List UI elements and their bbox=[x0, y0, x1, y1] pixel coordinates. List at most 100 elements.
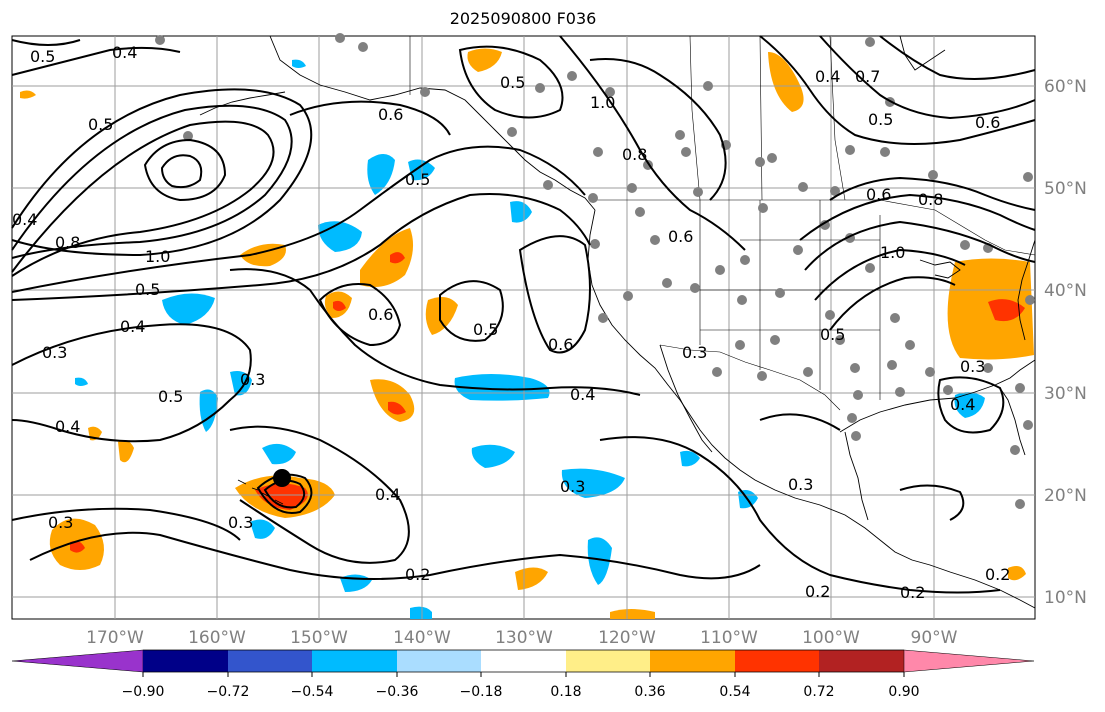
contour-label: 0.2 bbox=[985, 565, 1010, 584]
contour-label: 0.3 bbox=[240, 370, 265, 389]
strong-positive-area bbox=[390, 252, 405, 264]
contour-label: 0.5 bbox=[405, 170, 430, 189]
lon-label: 160°W bbox=[188, 628, 246, 648]
contour-line bbox=[318, 283, 402, 347]
contour-line bbox=[458, 45, 564, 119]
contour-labels: 0.5 0.4 0.5 1.0 0.6 0.4 0.8 1.0 0.5 0.4 … bbox=[12, 43, 1010, 602]
lon-label: 110°W bbox=[700, 628, 758, 648]
negative-area bbox=[410, 606, 432, 619]
positive-area bbox=[515, 567, 548, 590]
contour-label: 0.5 bbox=[30, 47, 55, 66]
contour-label: 0.3 bbox=[48, 513, 73, 532]
station-dot bbox=[830, 186, 840, 196]
contour-line bbox=[143, 138, 227, 202]
colorbar-segment bbox=[481, 650, 566, 672]
longitude-labels: 170°W 160°W 150°W 140°W 130°W 120°W 110°… bbox=[86, 628, 958, 648]
station-dot bbox=[588, 193, 598, 203]
station-dot bbox=[895, 387, 905, 397]
contour-label: 0.3 bbox=[228, 513, 253, 532]
contour-label: 0.8 bbox=[55, 233, 80, 252]
station-dot bbox=[420, 87, 430, 97]
contour-line bbox=[11, 193, 591, 301]
contour-line bbox=[799, 193, 1036, 241]
colorbar-segment bbox=[819, 650, 904, 672]
contour-label: 0.4 bbox=[120, 317, 145, 336]
negative-area bbox=[561, 468, 625, 498]
negative-area bbox=[680, 450, 700, 467]
strong-positive-area bbox=[988, 299, 1025, 322]
station-dot bbox=[623, 291, 633, 301]
station-dot bbox=[1015, 383, 1025, 393]
station-dot bbox=[605, 87, 615, 97]
contour-line bbox=[759, 35, 1036, 145]
positive-area bbox=[610, 609, 655, 619]
baja-california bbox=[659, 344, 713, 453]
station-dot bbox=[335, 33, 345, 43]
lon-label: 150°W bbox=[290, 628, 348, 648]
contour-line bbox=[829, 276, 956, 331]
station-dot bbox=[793, 245, 803, 255]
lon-label: 170°W bbox=[86, 628, 144, 648]
colorbar-label: −0.72 bbox=[207, 684, 250, 700]
border-line bbox=[689, 35, 846, 201]
contour-line bbox=[439, 280, 504, 342]
colorbar-segment bbox=[735, 650, 819, 672]
contour-label: 0.4 bbox=[112, 43, 137, 62]
contour-line bbox=[518, 235, 591, 354]
station-dot bbox=[983, 363, 993, 373]
station-dot bbox=[1025, 295, 1035, 305]
lon-label: 130°W bbox=[495, 628, 553, 648]
colorbar-segment bbox=[228, 650, 312, 672]
contour-line bbox=[11, 120, 275, 277]
station-dot bbox=[1023, 172, 1033, 182]
contour-line bbox=[11, 104, 293, 259]
border-line bbox=[659, 344, 841, 411]
positive-area bbox=[1008, 566, 1026, 581]
colorbar-label: −0.90 bbox=[122, 684, 165, 700]
contour-lines bbox=[11, 35, 1036, 594]
contour-line bbox=[229, 268, 641, 396]
station-dot bbox=[880, 147, 890, 157]
strong-positive-area bbox=[70, 540, 85, 553]
contour-label: 0.5 bbox=[820, 325, 845, 344]
contour-label: 0.6 bbox=[368, 305, 393, 324]
hawaii bbox=[237, 479, 284, 505]
station-dot bbox=[853, 390, 863, 400]
station-dot bbox=[758, 203, 768, 213]
colorbar-segment bbox=[312, 650, 397, 672]
contour-label: 0.6 bbox=[668, 227, 693, 246]
contour-line bbox=[879, 35, 1036, 80]
contour-label: 0.2 bbox=[805, 582, 830, 601]
contour-line bbox=[11, 145, 586, 293]
contour-label: 0.5 bbox=[135, 280, 160, 299]
station-dot bbox=[770, 335, 780, 345]
contour-label: 0.8 bbox=[918, 190, 943, 209]
colorbar-label: 0.54 bbox=[719, 684, 750, 700]
contour-label: 0.5 bbox=[88, 115, 113, 134]
station-dot bbox=[627, 183, 637, 193]
station-dot bbox=[835, 335, 845, 345]
contour-label: 0.8 bbox=[622, 145, 647, 164]
storm-center-marker bbox=[273, 469, 291, 487]
station-dot bbox=[737, 295, 747, 305]
negative-area bbox=[75, 377, 88, 386]
contour-label: 0.4 bbox=[12, 210, 37, 229]
contour-label: 0.3 bbox=[960, 357, 985, 376]
station-dot bbox=[820, 220, 830, 230]
colorbar-label: 0.18 bbox=[550, 684, 581, 700]
contour-line bbox=[759, 413, 841, 431]
east-coast bbox=[1017, 239, 1036, 341]
contour-label: 1.0 bbox=[590, 93, 615, 112]
lon-label: 100°W bbox=[802, 628, 860, 648]
negative-area bbox=[587, 537, 612, 585]
contour-line bbox=[559, 35, 746, 251]
station-dot bbox=[358, 42, 368, 52]
contour-label: 0.2 bbox=[900, 583, 925, 602]
strong-positive-area bbox=[333, 300, 346, 311]
contour-line bbox=[289, 100, 451, 136]
station-dot bbox=[851, 431, 861, 441]
colorbar-outline bbox=[143, 649, 904, 673]
contour-line bbox=[160, 154, 203, 189]
florida bbox=[999, 387, 1026, 456]
colorbar-label: 0.72 bbox=[803, 684, 834, 700]
